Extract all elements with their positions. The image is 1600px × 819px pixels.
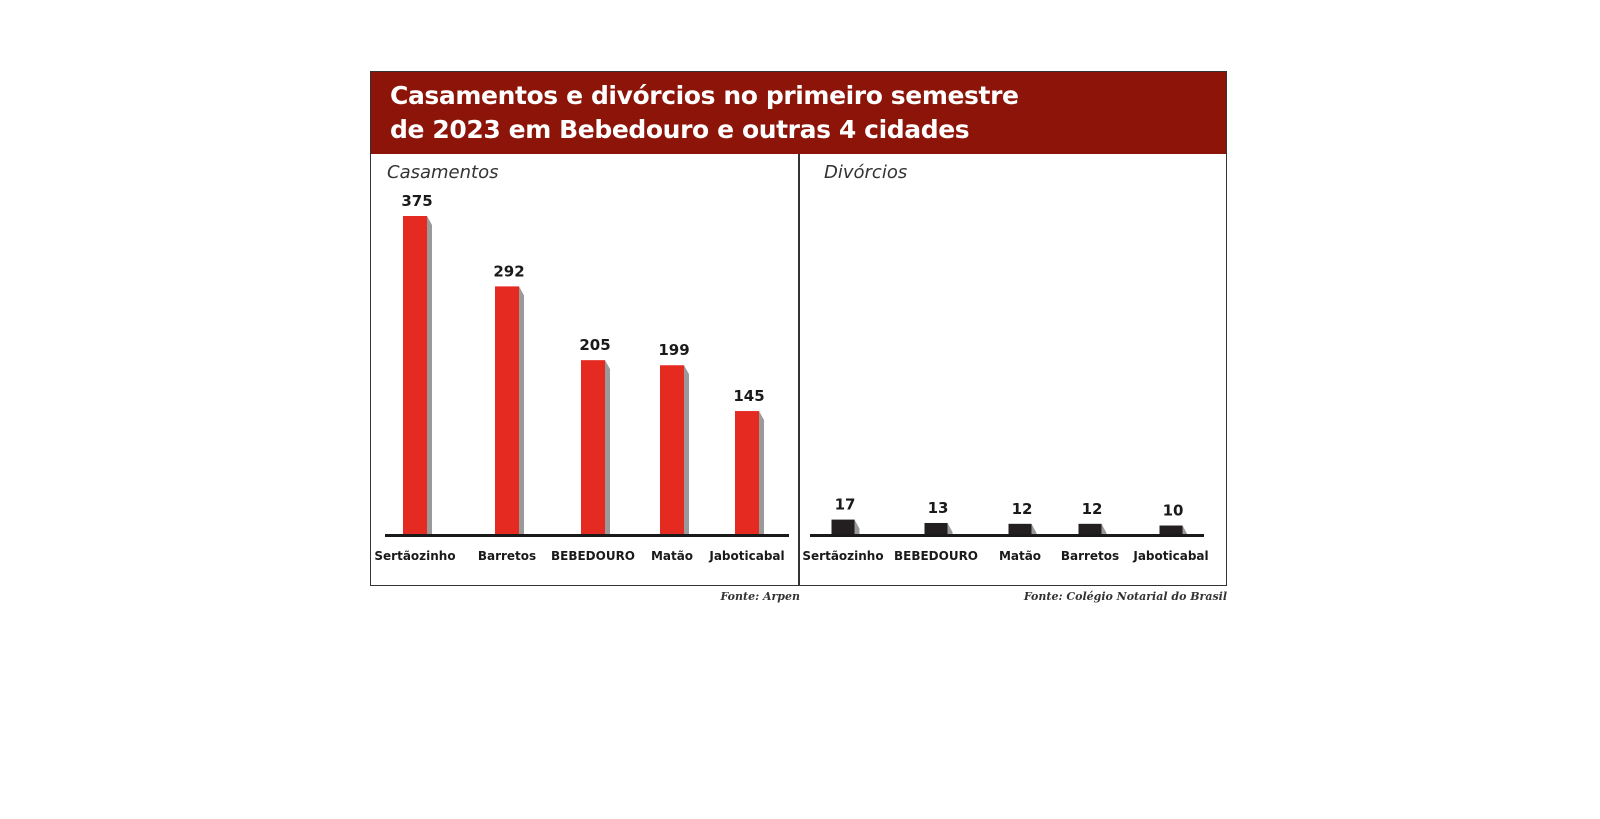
divorces-value-label: 17	[835, 496, 856, 514]
divorces-value-label: 10	[1163, 502, 1184, 520]
marriages-bar-2	[581, 360, 605, 534]
marriages-bar-shadow	[427, 216, 432, 534]
source-divorces: Fonte: Colégio Notarial do Brasil	[1023, 590, 1227, 603]
marriages-value-label: 145	[733, 387, 764, 405]
infographic-frame: Casamentos e divórcios no primeiro semes…	[370, 71, 1227, 586]
divorces-category-label: Sertãozinho	[802, 549, 883, 563]
divorces-bar-shadow	[854, 519, 860, 534]
divorces-bar-3	[1078, 523, 1102, 534]
marriages-value-label: 292	[493, 262, 524, 280]
divorces-value-label: 12	[1012, 500, 1033, 518]
marriages-category-label: Sertãozinho	[374, 549, 455, 563]
marriages-bar-3	[660, 365, 684, 534]
divorces-chart: Divórcios 17 Sertãozinho 13 BEBEDOURO 12 Matão…	[802, 162, 1208, 563]
divorces-bar-shadow	[1031, 523, 1037, 534]
title-line-2: de 2023 em Bebedouro e outras 4 cidades	[390, 115, 970, 144]
divorces-category-label: BEBEDOURO	[894, 549, 978, 563]
divorces-bar-0	[831, 519, 855, 534]
divorces-bar-1	[924, 522, 948, 534]
marriages-category-label: Jaboticabal	[708, 549, 784, 563]
divorces-value-label: 13	[928, 499, 949, 517]
title-line-1: Casamentos e divórcios no primeiro semes…	[390, 81, 1019, 110]
divorces-category-label: Jaboticabal	[1132, 549, 1208, 563]
divorces-panel-title: Divórcios	[824, 162, 907, 183]
divorces-category-label: Barretos	[1061, 549, 1119, 563]
panel-divider	[798, 154, 800, 585]
marriages-chart: Casamentos 375 Sertãozinho 292 Barretos 205 BE…	[374, 162, 789, 563]
marriages-bar-shadow	[684, 365, 689, 534]
source-marriages: Fonte: Arpen	[720, 590, 800, 603]
divorces-bar-2	[1008, 523, 1032, 534]
marriages-category-label: Matão	[651, 549, 693, 563]
marriages-bar-0	[403, 216, 427, 534]
marriages-bar-shadow	[759, 411, 764, 534]
header-banner: Casamentos e divórcios no primeiro semes…	[371, 72, 1226, 154]
marriages-category-label: BEBEDOURO	[551, 549, 635, 563]
marriages-value-label: 199	[658, 341, 689, 359]
marriages-bar-shadow	[519, 286, 524, 534]
divorces-bar-4	[1159, 525, 1183, 534]
divorces-bar-shadow	[1101, 523, 1107, 534]
marriages-value-label: 205	[579, 336, 610, 354]
divorces-value-label: 12	[1082, 500, 1103, 518]
marriages-bar-shadow	[605, 360, 610, 534]
marriages-bar-4	[735, 411, 759, 534]
marriages-panel-title: Casamentos	[387, 162, 498, 183]
marriages-bar-1	[495, 286, 519, 534]
divorces-category-label: Matão	[999, 549, 1041, 563]
divorces-bar-shadow	[1182, 525, 1188, 535]
marriages-value-label: 375	[401, 192, 432, 210]
divorces-bar-shadow	[947, 522, 953, 534]
marriages-category-label: Barretos	[478, 549, 536, 563]
